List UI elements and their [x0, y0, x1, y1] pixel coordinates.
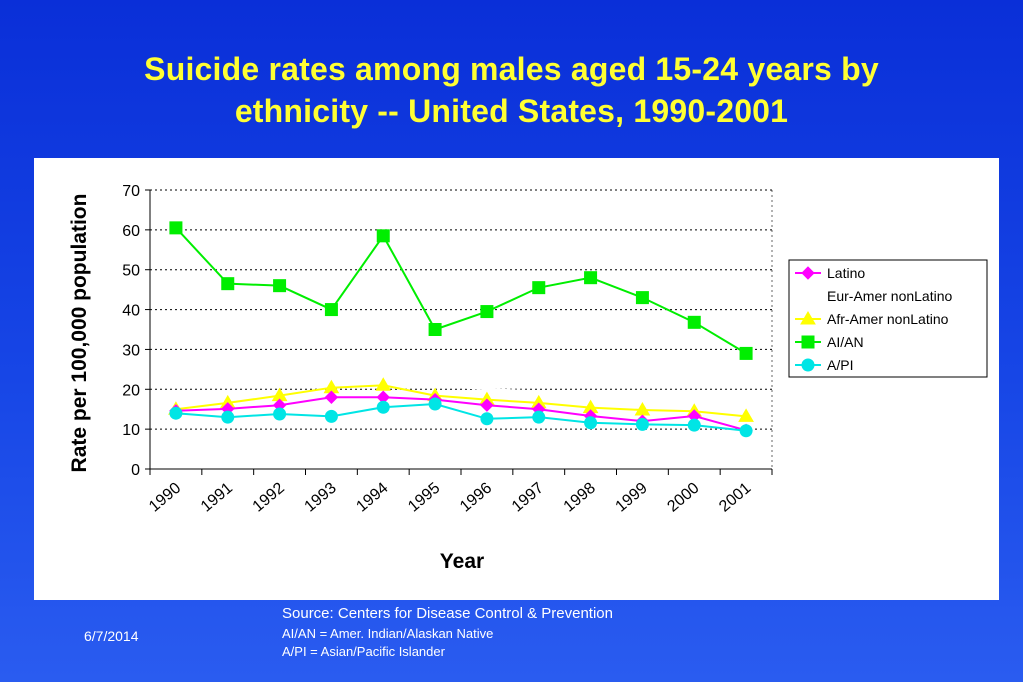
- data-point: [635, 291, 649, 305]
- x-tick-label: 1998: [561, 480, 599, 516]
- data-point: [532, 281, 546, 295]
- x-tick-label: 1995: [405, 480, 443, 516]
- data-point: [324, 303, 338, 317]
- data-point: [428, 323, 442, 336]
- data-point: [376, 400, 390, 414]
- x-tick-label: 1991: [198, 480, 236, 516]
- y-tick-label: 30: [122, 342, 140, 359]
- y-tick-label: 0: [131, 462, 140, 479]
- series-line-ai-an: [175, 227, 747, 355]
- data-point: [428, 397, 442, 411]
- data-point: [221, 410, 235, 424]
- legend-label: AI/AN: [827, 334, 864, 350]
- legend-box: [788, 259, 988, 378]
- x-tick-label: 1999: [613, 480, 651, 516]
- legend-swatch-marker: [801, 266, 815, 280]
- data-point: [739, 424, 753, 438]
- x-tick-label: 1992: [250, 480, 288, 516]
- legend-swatch-marker: [801, 335, 815, 349]
- x-tick-label: 1990: [146, 480, 184, 516]
- data-point: [739, 346, 753, 360]
- data-point: [635, 417, 649, 431]
- x-axis-title: Year: [440, 550, 484, 573]
- data-point: [480, 398, 494, 412]
- data-point: [738, 408, 754, 422]
- data-point: [324, 409, 338, 423]
- data-point: [584, 416, 598, 430]
- data-point: [532, 410, 546, 424]
- data-point: [375, 377, 392, 391]
- title-line-2: ethnicity -- United States, 1990-2001: [234, 93, 789, 129]
- data-point: [169, 406, 183, 420]
- data-point: [169, 221, 183, 235]
- data-point: [273, 279, 287, 293]
- y-tick-label: 10: [122, 422, 140, 439]
- y-tick-label: 70: [122, 183, 140, 200]
- data-point: [480, 412, 494, 426]
- y-tick-label: 40: [122, 303, 140, 320]
- legend-label: Afr-Amer nonLatino: [827, 311, 949, 327]
- slide-title: Suicide rates among males aged 15-24 yea…: [0, 48, 1023, 132]
- x-tick-label: 1996: [457, 480, 495, 516]
- series-line-afr-amer-nonlatino: [175, 384, 747, 418]
- source-text: Source: Centers for Disease Control & Pr…: [282, 605, 613, 622]
- data-point: [376, 229, 390, 243]
- title-line-1: Suicide rates among males aged 15-24 yea…: [144, 51, 879, 87]
- slide-date: 6/7/2014: [84, 628, 139, 644]
- series-line-eur-amer-nonlatino: [175, 381, 747, 403]
- note-ai-an: AI/AN = Amer. Indian/Alaskan Native: [282, 626, 494, 641]
- y-tick-label: 50: [122, 263, 140, 280]
- data-point: [584, 271, 598, 285]
- x-tick-label: 1997: [509, 480, 547, 516]
- y-tick-label: 20: [122, 382, 140, 399]
- legend-swatch-marker: [800, 311, 816, 325]
- legend-label: Latino: [827, 265, 865, 281]
- data-point: [687, 315, 701, 329]
- series-line-a-pi: [175, 403, 747, 432]
- legend-label: A/PI: [827, 357, 853, 373]
- note-a-pi: A/PI = Asian/Pacific Islander: [282, 644, 445, 659]
- x-tick-label: 1993: [302, 480, 340, 516]
- x-tick-label: 1994: [353, 480, 391, 516]
- data-point: [687, 418, 701, 432]
- data-point: [324, 390, 339, 404]
- y-axis-title: Rate per 100,000 population: [68, 194, 91, 473]
- legend-swatch-marker: [801, 358, 815, 372]
- data-point: [273, 407, 287, 421]
- y-tick-label: 60: [122, 223, 140, 240]
- chart-panel: 0 10 20 30 40 50 60 70 1990 1991 1992 1993 1994 1995 1…: [34, 158, 999, 600]
- x-tick-label: 2001: [716, 480, 754, 516]
- x-tick-label: 2000: [664, 480, 702, 516]
- legend-label: Eur-Amer nonLatino: [827, 288, 953, 304]
- series-line-latino: [175, 396, 747, 432]
- data-point: [221, 277, 235, 291]
- line-chart: 0 10 20 30 40 50 60 70 1990 1991 1992 1993 1994 1995 1…: [68, 183, 988, 573]
- data-point: [480, 305, 494, 319]
